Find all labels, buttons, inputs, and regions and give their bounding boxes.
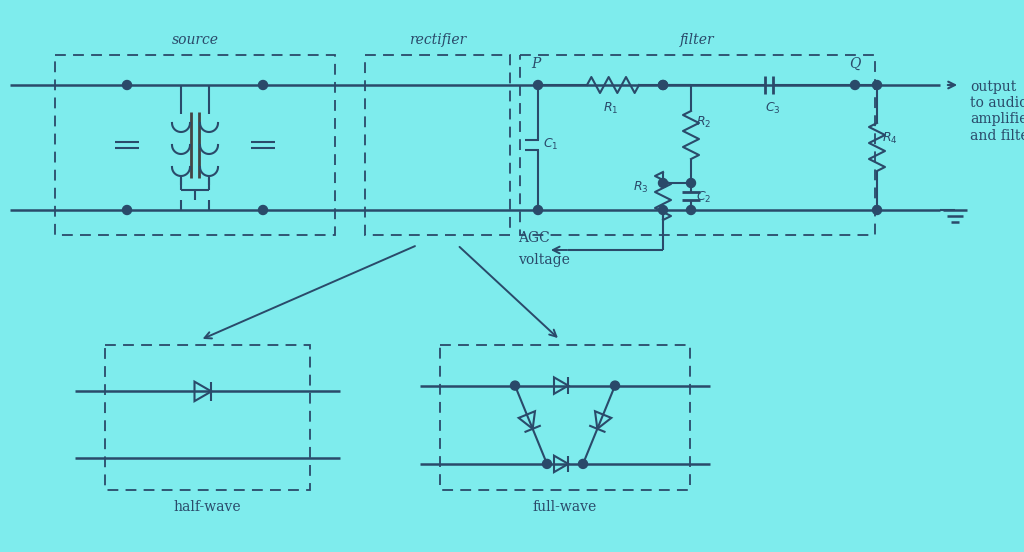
Bar	[105, 345, 310, 490]
Text: $R_4$: $R_4$	[882, 131, 898, 146]
Circle shape	[511, 381, 519, 390]
Text: $C_1$: $C_1$	[543, 137, 558, 152]
Text: $R_1$: $R_1$	[603, 101, 618, 116]
Circle shape	[610, 381, 620, 390]
Bar	[55, 55, 335, 235]
Circle shape	[686, 178, 695, 188]
Text: $C_2$: $C_2$	[696, 190, 712, 205]
Circle shape	[658, 81, 668, 89]
Text: source: source	[171, 33, 218, 47]
Circle shape	[851, 81, 859, 89]
Text: full-wave: full-wave	[532, 500, 597, 514]
Circle shape	[258, 205, 267, 215]
Circle shape	[534, 81, 543, 89]
Circle shape	[534, 205, 543, 215]
Text: voltage: voltage	[518, 253, 570, 267]
Text: $C_3$: $C_3$	[765, 101, 780, 116]
Text: rectifier: rectifier	[409, 33, 466, 47]
Text: filter: filter	[680, 33, 715, 47]
Circle shape	[123, 81, 131, 89]
Text: AGC: AGC	[518, 231, 550, 245]
Circle shape	[258, 81, 267, 89]
Circle shape	[579, 459, 588, 469]
Circle shape	[872, 81, 882, 89]
Bar	[365, 55, 510, 235]
Text: Q: Q	[849, 57, 861, 71]
Circle shape	[872, 205, 882, 215]
Text: P: P	[531, 57, 541, 71]
Circle shape	[658, 178, 668, 188]
Circle shape	[543, 459, 552, 469]
Circle shape	[123, 205, 131, 215]
Circle shape	[658, 205, 668, 215]
Circle shape	[686, 205, 695, 215]
Text: $R_2$: $R_2$	[696, 115, 712, 130]
Bar	[440, 345, 690, 490]
Text: half-wave: half-wave	[174, 500, 242, 514]
Circle shape	[658, 81, 668, 89]
Text: output
to audio
amplifier
and filter: output to audio amplifier and filter	[970, 80, 1024, 142]
Bar	[520, 55, 874, 235]
Text: $R_3$: $R_3$	[633, 180, 648, 195]
